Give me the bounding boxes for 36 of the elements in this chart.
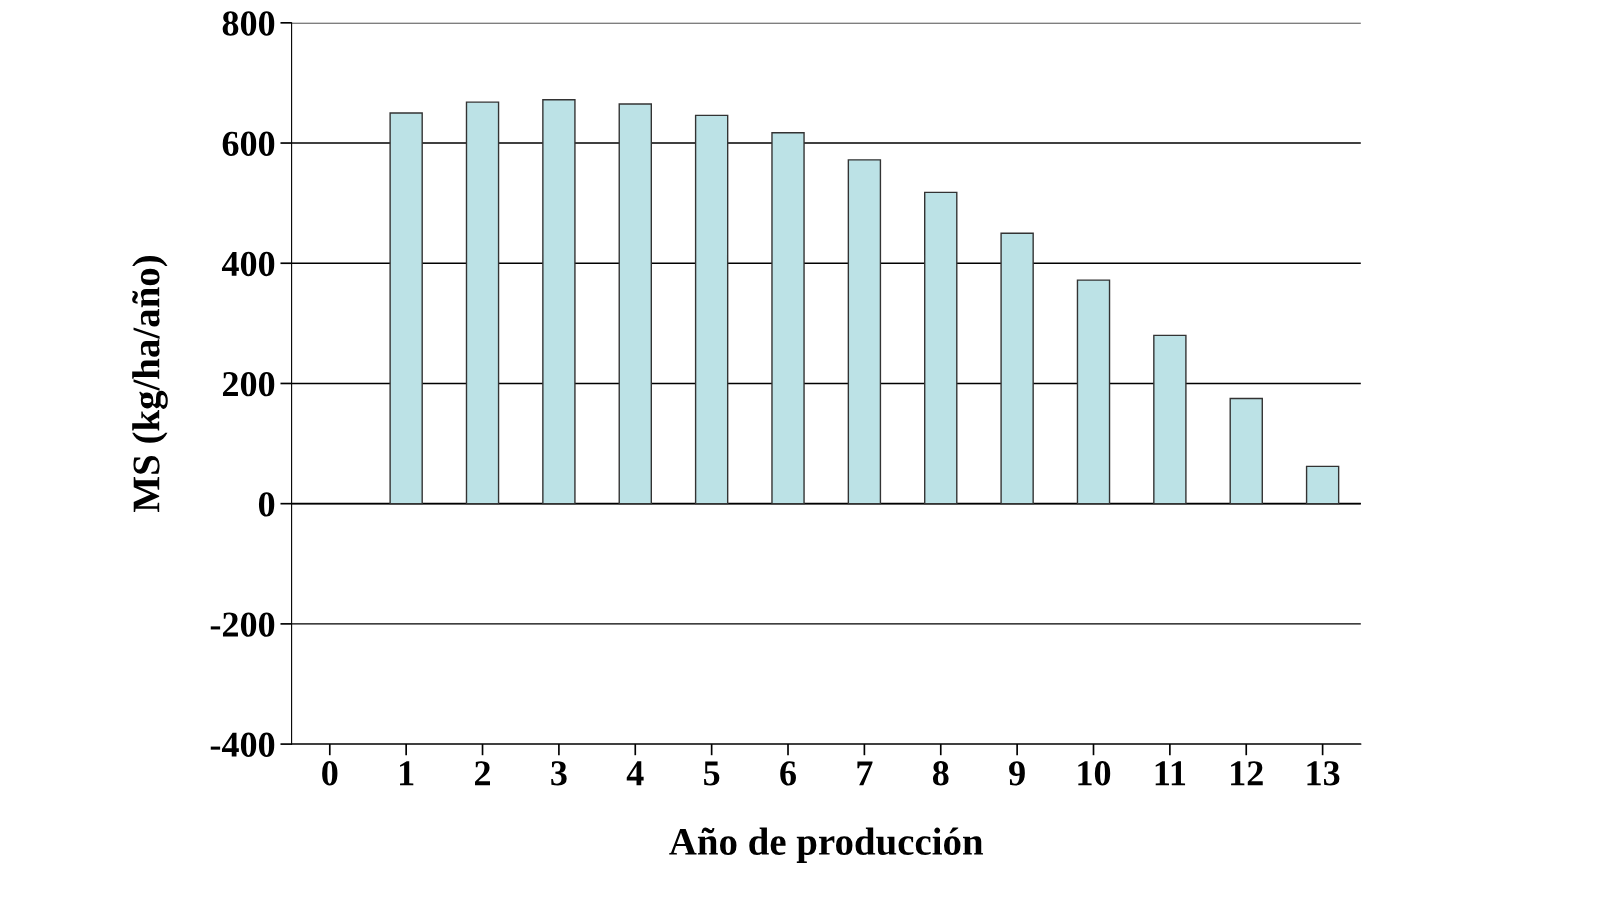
x-tick-label: 9 xyxy=(1009,761,1025,786)
x-tick-label: 4 xyxy=(626,761,644,786)
x-tick-label: 6 xyxy=(780,761,796,786)
x-tick-label: 12 xyxy=(1231,761,1263,786)
y-tick-label: -200 xyxy=(210,612,275,637)
x-tick-label: 5 xyxy=(704,761,720,786)
x-tick-label: 2 xyxy=(475,761,490,786)
bar xyxy=(771,132,805,505)
x-tick-label: 7 xyxy=(857,761,873,786)
bar xyxy=(389,112,423,505)
x-tick-label: 1 xyxy=(400,761,414,786)
x-axis-title: Año de producción xyxy=(669,827,984,863)
bar xyxy=(618,103,653,505)
x-tick-label: 3 xyxy=(551,761,567,786)
bar xyxy=(924,191,958,505)
bar xyxy=(1076,279,1111,505)
y-tick-label: 600 xyxy=(222,131,275,156)
x-tick-label: 0 xyxy=(322,761,338,786)
bar xyxy=(542,99,576,505)
bar xyxy=(465,101,500,505)
y-tick-label: 200 xyxy=(222,371,275,397)
y-tick-label: -400 xyxy=(210,732,275,757)
bar xyxy=(847,159,882,505)
x-tick-label: 8 xyxy=(932,761,949,786)
bar xyxy=(1305,465,1340,505)
y-axis-title: MS (kg/ha/año) xyxy=(132,256,168,512)
x-tick-label: 11 xyxy=(1155,761,1186,786)
bar xyxy=(1229,397,1263,505)
bar xyxy=(1000,232,1034,505)
y-tick-label: 400 xyxy=(221,251,275,277)
bar xyxy=(1153,334,1187,505)
x-tick-label: 13 xyxy=(1307,761,1340,786)
y-tick-label: 0 xyxy=(258,492,275,517)
bar xyxy=(694,114,729,505)
x-tick-label: 10 xyxy=(1078,761,1111,786)
y-tick-label: 800 xyxy=(222,11,275,36)
